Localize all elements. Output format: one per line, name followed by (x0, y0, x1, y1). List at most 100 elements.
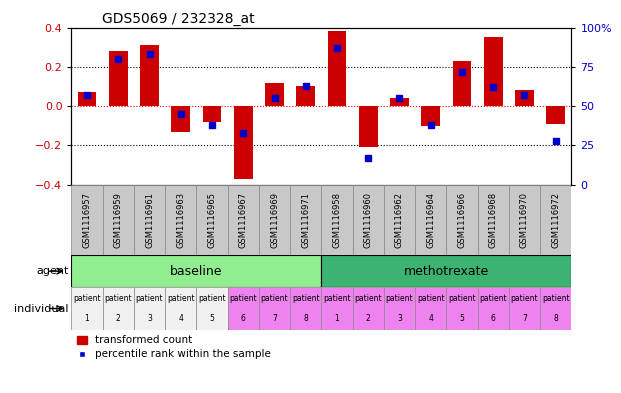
Bar (540, 185, 571, 255)
Bar (509, 287, 540, 330)
Bar (446, 287, 478, 330)
Text: patient: patient (386, 294, 414, 303)
Text: GSM1116971: GSM1116971 (301, 192, 310, 248)
Bar (228, 185, 259, 255)
Bar (196, 185, 228, 255)
Text: 6: 6 (241, 314, 246, 323)
Bar (322, 255, 571, 287)
Text: GSM1116957: GSM1116957 (83, 192, 91, 248)
Text: 1: 1 (335, 314, 339, 323)
Text: GSM1116964: GSM1116964 (426, 192, 435, 248)
Bar (478, 185, 509, 255)
Text: 8: 8 (553, 314, 558, 323)
Bar (290, 185, 322, 255)
Text: 2: 2 (116, 314, 120, 323)
Bar (171, 106, 190, 132)
Text: GSM1116965: GSM1116965 (207, 192, 217, 248)
Bar (478, 287, 509, 330)
Bar (328, 31, 347, 106)
Text: GSM1116968: GSM1116968 (489, 192, 497, 248)
Text: patient: patient (229, 294, 257, 303)
Text: GDS5069 / 232328_at: GDS5069 / 232328_at (102, 11, 255, 26)
Bar (415, 185, 446, 255)
Text: patient: patient (542, 294, 569, 303)
Bar (515, 90, 534, 106)
Text: patient: patient (355, 294, 382, 303)
Text: individual: individual (14, 303, 68, 314)
Text: patient: patient (292, 294, 320, 303)
Bar (228, 287, 259, 330)
Text: 2: 2 (366, 314, 371, 323)
Bar (509, 185, 540, 255)
Text: GSM1116959: GSM1116959 (114, 192, 123, 248)
Bar (259, 185, 290, 255)
Bar (78, 92, 96, 106)
Bar (196, 287, 228, 330)
Bar (422, 106, 440, 126)
Text: 5: 5 (209, 314, 214, 323)
Text: 6: 6 (491, 314, 496, 323)
Bar (384, 185, 415, 255)
Legend: transformed count, percentile rank within the sample: transformed count, percentile rank withi… (76, 335, 271, 360)
Bar (71, 185, 102, 255)
Bar (484, 37, 502, 106)
Text: 8: 8 (304, 314, 308, 323)
Bar (322, 185, 353, 255)
Text: patient: patient (510, 294, 538, 303)
Bar (415, 287, 446, 330)
Text: patient: patient (167, 294, 194, 303)
Bar (259, 287, 290, 330)
Bar (446, 185, 478, 255)
Text: patient: patient (417, 294, 445, 303)
Text: 5: 5 (460, 314, 465, 323)
Bar (384, 287, 415, 330)
Bar (134, 185, 165, 255)
Bar (202, 106, 222, 122)
Text: patient: patient (136, 294, 163, 303)
Bar (102, 287, 134, 330)
Text: GSM1116958: GSM1116958 (332, 192, 342, 248)
Bar (540, 287, 571, 330)
Text: 4: 4 (178, 314, 183, 323)
Bar (165, 287, 196, 330)
Text: patient: patient (73, 294, 101, 303)
Bar (546, 106, 565, 124)
Bar (296, 86, 315, 106)
Text: GSM1116962: GSM1116962 (395, 192, 404, 248)
Text: GSM1116961: GSM1116961 (145, 192, 154, 248)
Text: 4: 4 (428, 314, 433, 323)
Text: baseline: baseline (170, 264, 223, 278)
Text: patient: patient (261, 294, 288, 303)
Bar (234, 106, 253, 179)
Text: patient: patient (323, 294, 351, 303)
Bar (165, 185, 196, 255)
Text: methotrexate: methotrexate (404, 264, 489, 278)
Bar (290, 287, 322, 330)
Text: GSM1116969: GSM1116969 (270, 192, 279, 248)
Text: 7: 7 (272, 314, 277, 323)
Bar (134, 287, 165, 330)
Text: 1: 1 (84, 314, 89, 323)
Text: patient: patient (104, 294, 132, 303)
Text: GSM1116967: GSM1116967 (238, 192, 248, 248)
Bar (390, 98, 409, 106)
Bar (102, 185, 134, 255)
Text: GSM1116960: GSM1116960 (364, 192, 373, 248)
Bar (71, 255, 322, 287)
Bar (353, 185, 384, 255)
Text: GSM1116966: GSM1116966 (458, 192, 466, 248)
Bar (140, 45, 159, 106)
Text: 3: 3 (397, 314, 402, 323)
Text: patient: patient (448, 294, 476, 303)
Bar (71, 287, 102, 330)
Bar (109, 51, 128, 106)
Text: patient: patient (198, 294, 226, 303)
Text: GSM1116972: GSM1116972 (551, 192, 560, 248)
Text: 7: 7 (522, 314, 527, 323)
Bar (359, 106, 378, 147)
Bar (322, 287, 353, 330)
Text: GSM1116970: GSM1116970 (520, 192, 529, 248)
Text: agent: agent (36, 266, 68, 276)
Bar (453, 61, 471, 106)
Bar (353, 287, 384, 330)
